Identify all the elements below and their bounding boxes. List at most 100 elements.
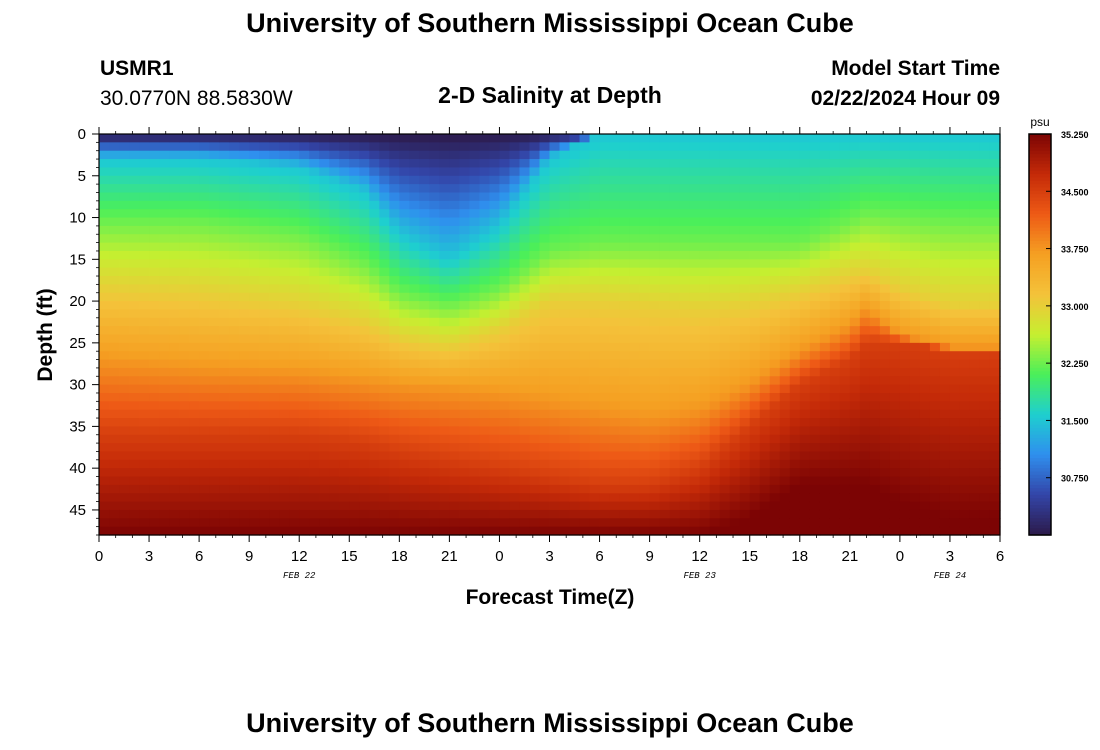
- heatmap-cell: [149, 493, 160, 503]
- heatmap-cell: [289, 459, 300, 469]
- heatmap-cell: [729, 150, 741, 160]
- heatmap-cell: [179, 184, 190, 194]
- heatmap-cell: [499, 200, 511, 210]
- heatmap-cell: [299, 167, 310, 177]
- heatmap-cell: [869, 242, 881, 252]
- colorbar-segment: [1029, 291, 1051, 295]
- heatmap-cell: [339, 250, 350, 260]
- heatmap-cell: [429, 526, 440, 536]
- heatmap-cell: [499, 476, 511, 486]
- heatmap-cell: [759, 509, 771, 519]
- heatmap-cell: [749, 234, 761, 244]
- heatmap-cell: [619, 409, 631, 419]
- heatmap-cell: [779, 509, 791, 519]
- heatmap-cell: [929, 175, 941, 185]
- heatmap-cell: [289, 351, 300, 361]
- colorbar-segment: [1029, 321, 1051, 326]
- heatmap-cell: [459, 459, 471, 469]
- heatmap-cell: [539, 418, 551, 427]
- colorbar-segment: [1029, 147, 1051, 152]
- heatmap-cell: [179, 175, 190, 185]
- heatmap-cell: [819, 392, 831, 402]
- heatmap-cell: [489, 292, 501, 302]
- heatmap-cell: [479, 392, 491, 402]
- heatmap-cell: [619, 384, 631, 394]
- heatmap-cell: [359, 443, 370, 453]
- heatmap-cell: [599, 317, 611, 327]
- heatmap-cell: [589, 434, 601, 444]
- heatmap-cell: [289, 292, 300, 302]
- heatmap-cell: [479, 200, 491, 210]
- heatmap-cell: [279, 334, 290, 344]
- heatmap-cell: [439, 192, 450, 202]
- heatmap-cell: [229, 134, 240, 143]
- heatmap-cell: [939, 200, 951, 210]
- heatmap-cell: [939, 225, 951, 235]
- colorbar-segment: [1029, 334, 1051, 339]
- heatmap-cell: [679, 526, 691, 536]
- heatmap-cell: [339, 459, 350, 469]
- heatmap-cell: [569, 409, 581, 419]
- heatmap-cell: [249, 209, 260, 219]
- heatmap-cell: [899, 384, 911, 394]
- heatmap-cell: [409, 443, 420, 453]
- heatmap-cell: [899, 150, 911, 160]
- heatmap-cell: [759, 192, 771, 202]
- heatmap-cell: [559, 242, 571, 252]
- heatmap-cell: [409, 150, 420, 160]
- heatmap-cell: [729, 434, 741, 444]
- heatmap-cell: [179, 234, 190, 244]
- heatmap-cell: [959, 309, 971, 319]
- heatmap-cell: [379, 493, 390, 503]
- heatmap-cell: [889, 334, 901, 344]
- heatmap-cell: [239, 468, 250, 478]
- heatmap-cell: [209, 401, 220, 411]
- heatmap-cell: [509, 409, 521, 419]
- heatmap-cell: [129, 242, 140, 252]
- heatmap-cell: [129, 317, 140, 327]
- heatmap-cell: [409, 159, 420, 169]
- heatmap-cell: [579, 367, 591, 377]
- heatmap-cell: [509, 225, 521, 235]
- heatmap-cell: [549, 468, 561, 478]
- heatmap-cell: [509, 392, 521, 402]
- heatmap-cell: [349, 426, 360, 436]
- heatmap-cell: [829, 200, 841, 210]
- heatmap-cell: [749, 209, 761, 219]
- heatmap-cell: [979, 367, 991, 377]
- heatmap-cell: [709, 501, 721, 511]
- colorbar-segment: [1029, 351, 1051, 356]
- heatmap-cell: [959, 409, 971, 419]
- heatmap-cell: [519, 209, 531, 219]
- heatmap-cell: [849, 309, 861, 319]
- heatmap-cell: [619, 342, 631, 352]
- heatmap-cell: [799, 242, 811, 252]
- heatmap-cell: [249, 301, 260, 311]
- colorbar-segment: [1029, 384, 1051, 389]
- heatmap-cell: [859, 359, 871, 369]
- heatmap-cell: [399, 359, 410, 369]
- heatmap-cell: [849, 434, 861, 444]
- colorbar-segment: [1029, 377, 1051, 382]
- heatmap-cell: [849, 359, 861, 369]
- heatmap-cell: [539, 326, 551, 336]
- heatmap-cell: [919, 276, 931, 285]
- heatmap-cell: [579, 142, 591, 152]
- heatmap-cell: [799, 276, 811, 285]
- heatmap-cell: [269, 518, 280, 528]
- heatmap-cell: [129, 209, 140, 219]
- heatmap-cell: [329, 451, 340, 461]
- heatmap-cell: [789, 142, 801, 152]
- heatmap-cell: [119, 451, 130, 461]
- heatmap-cell: [539, 301, 551, 311]
- heatmap-cell: [669, 192, 681, 202]
- heatmap-cell: [609, 384, 621, 394]
- heatmap-cell: [699, 209, 711, 219]
- heatmap-cell: [839, 351, 851, 361]
- heatmap-cell: [609, 242, 621, 252]
- heatmap-cell: [379, 334, 390, 344]
- heatmap-cell: [309, 209, 320, 219]
- heatmap-cell: [469, 367, 481, 377]
- heatmap-cell: [259, 434, 270, 444]
- heatmap-cell: [759, 175, 771, 185]
